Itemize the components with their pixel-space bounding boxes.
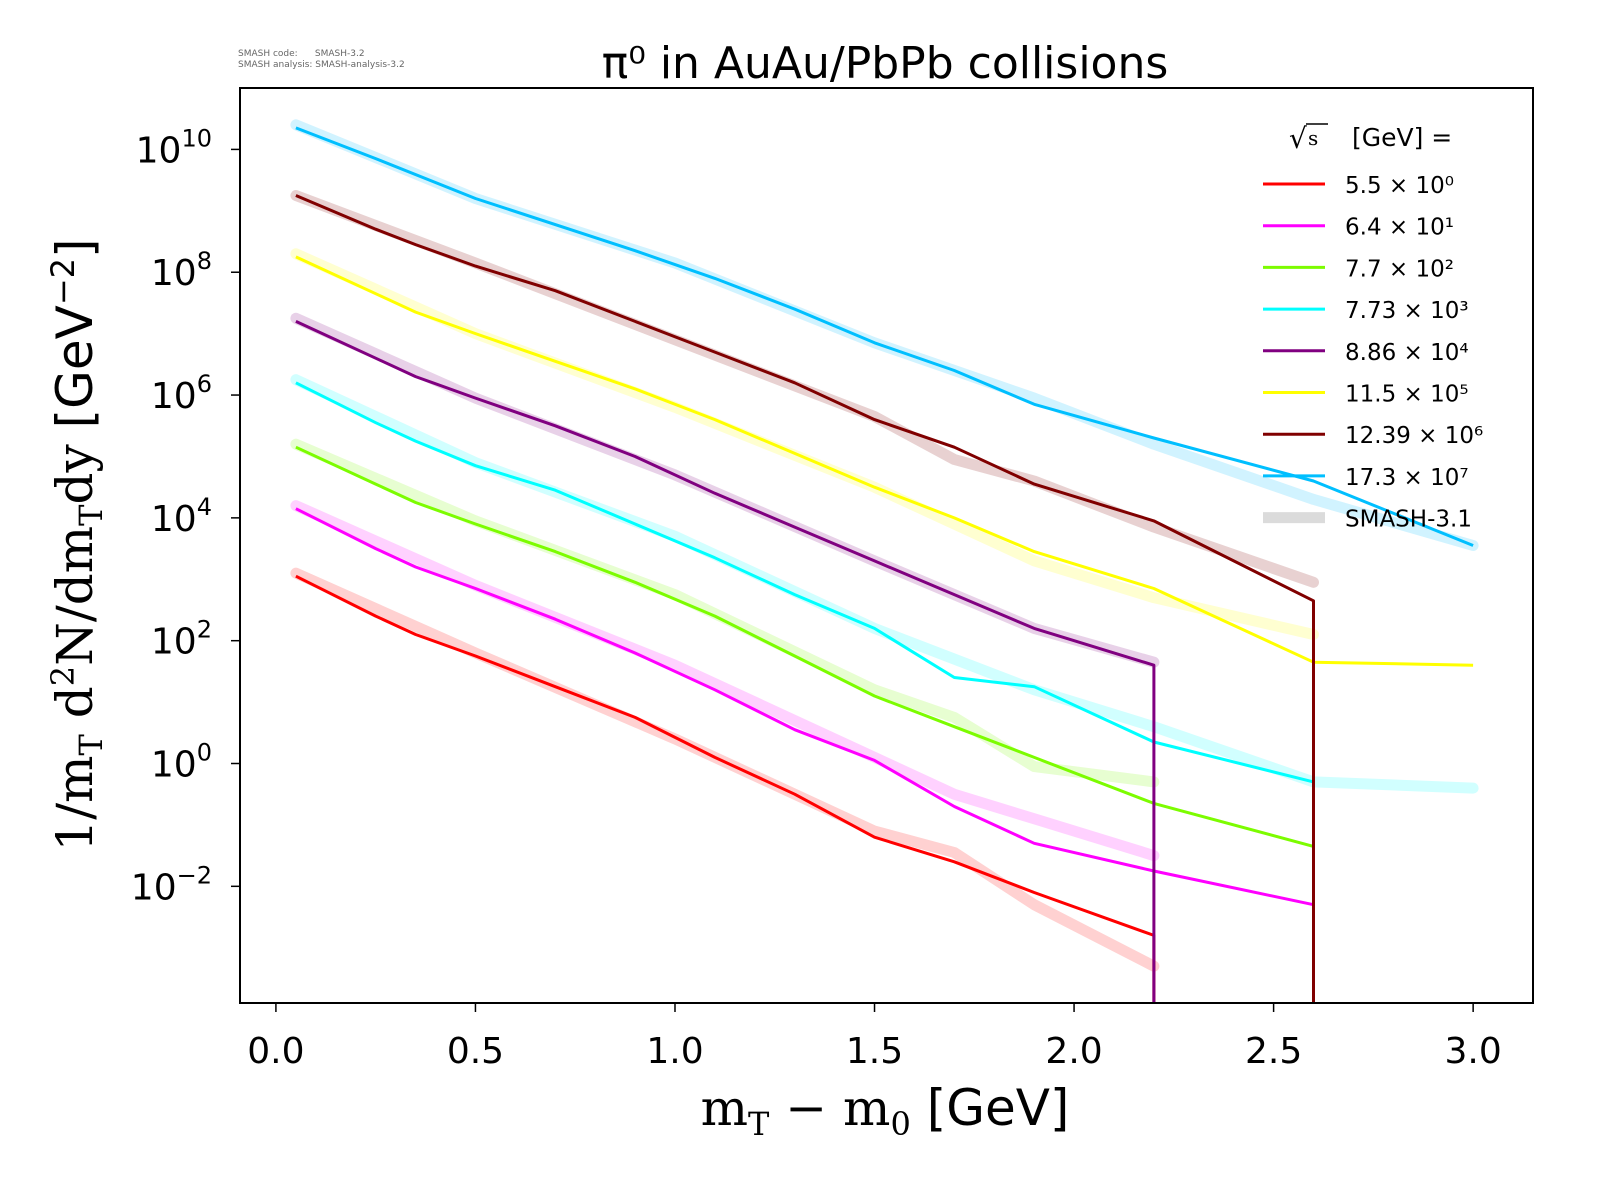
y-tick-label: 102 bbox=[151, 616, 212, 663]
smash-code-version: SMASH code: SMASH-3.2 bbox=[238, 49, 365, 59]
legend-label: 5.5 × 10⁰ bbox=[1345, 173, 1454, 199]
series-line-6 bbox=[295, 255, 1474, 667]
legend-entry-7: 12.39 × 10⁶ bbox=[1263, 423, 1483, 449]
x-tick-label: 2.5 bbox=[1245, 1031, 1302, 1072]
series-line-7 bbox=[295, 194, 1315, 1003]
legend-entry-5: 8.86 × 10⁴ bbox=[1263, 340, 1469, 366]
legend-entry-2: 6.4 × 10¹ bbox=[1263, 215, 1454, 241]
reference-line-2 bbox=[290, 500, 1160, 862]
legend-entry-reference: SMASH-3.1 bbox=[1263, 507, 1472, 533]
y-tick-label: 104 bbox=[151, 493, 212, 540]
legend-entry-4: 7.73 × 10³ bbox=[1263, 298, 1469, 324]
legend-label: 12.39 × 10⁶ bbox=[1345, 423, 1483, 449]
y-tick-label: 10−2 bbox=[131, 861, 212, 908]
x-axis: 0.0 0.5 1.0 1.5 2.0 2.5 3.0 bbox=[247, 1003, 1502, 1072]
series-line-4 bbox=[295, 381, 1314, 784]
legend-entry-6: 11.5 × 10⁵ bbox=[1263, 382, 1469, 408]
series-line-1 bbox=[295, 574, 1156, 1003]
legend-entry-1: 5.5 × 10⁰ bbox=[1263, 173, 1454, 199]
reference-line-5 bbox=[290, 312, 1160, 668]
series-line-8 bbox=[295, 126, 1474, 547]
legend-label: 6.4 × 10¹ bbox=[1345, 215, 1454, 241]
sqrt-icon: √ bbox=[1289, 122, 1307, 155]
chart-title: π⁰ in AuAu/PbPb collisions bbox=[602, 38, 1169, 89]
legend-label: 11.5 × 10⁵ bbox=[1345, 382, 1469, 408]
x-tick-label: 1.5 bbox=[846, 1031, 903, 1072]
x-tick-label: 3.0 bbox=[1445, 1031, 1502, 1072]
x-tick-label: 1.0 bbox=[646, 1031, 703, 1072]
reference-line-1 bbox=[290, 567, 1160, 972]
plot-frame bbox=[239, 87, 1534, 1004]
series-curves bbox=[295, 126, 1474, 1003]
series-line-2 bbox=[295, 507, 1314, 907]
y-tick-label: 100 bbox=[151, 739, 212, 786]
legend-label: 7.7 × 10² bbox=[1345, 256, 1454, 282]
svg-text:1/mT d2N/dmTdy [GeV−2]: 1/mT d2N/dmTdy [GeV−2] bbox=[44, 238, 110, 851]
reference-line-3 bbox=[290, 438, 1160, 788]
legend-label: 8.86 × 10⁴ bbox=[1345, 340, 1469, 366]
y-tick-label: 1010 bbox=[136, 124, 212, 171]
svg-text:s: s bbox=[1308, 126, 1318, 150]
legend-label: 17.3 × 10⁷ bbox=[1345, 465, 1469, 491]
x-tick-label: 2.0 bbox=[1045, 1031, 1102, 1072]
legend-label: 7.73 × 10³ bbox=[1345, 298, 1469, 324]
series-line-5 bbox=[295, 320, 1156, 1003]
legend-title: √ s [GeV] = bbox=[1289, 122, 1452, 155]
y-tick-label: 108 bbox=[151, 247, 212, 294]
legend-entry-8: 17.3 × 10⁷ bbox=[1263, 465, 1469, 491]
legend-entry-3: 7.7 × 10² bbox=[1263, 256, 1454, 282]
x-tick-label: 0.5 bbox=[447, 1031, 504, 1072]
svg-text:[GeV] =: [GeV] = bbox=[1352, 123, 1452, 152]
legend: √ s [GeV] = 5.5 × 10⁰ 6.4 × 10¹ 7.7 × 10² 7… bbox=[1263, 122, 1483, 533]
series-line-3 bbox=[295, 445, 1314, 848]
legend-label: SMASH-3.1 bbox=[1345, 507, 1472, 533]
x-axis-label: mT − m0 [GeV] bbox=[701, 1079, 1070, 1143]
y-tick-label: 106 bbox=[151, 370, 212, 417]
y-axis-label: 1/mT d2N/dmTdy [GeV−2] bbox=[44, 238, 110, 851]
smash-analysis-version: SMASH analysis: SMASH-analysis-3.2 bbox=[238, 60, 405, 70]
y-axis: 10−2 100 102 104 106 108 1010 bbox=[131, 124, 240, 908]
x-tick-label: 0.0 bbox=[247, 1031, 304, 1072]
